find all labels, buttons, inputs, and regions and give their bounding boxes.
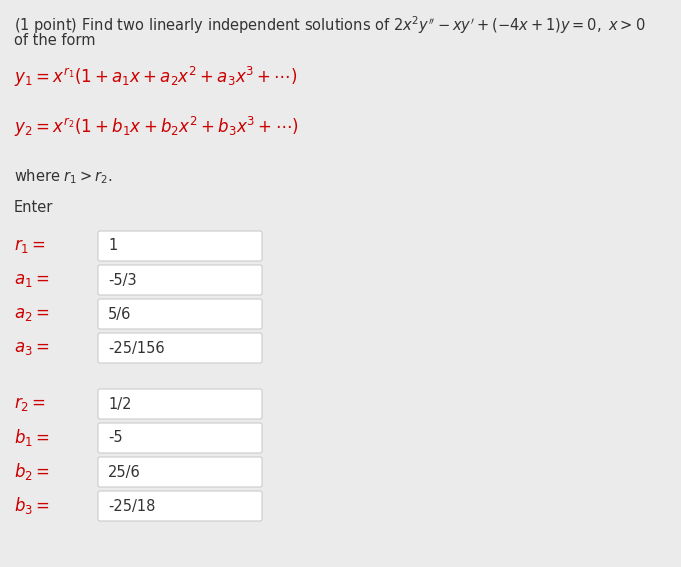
Text: $r_1 =$: $r_1 =$ <box>14 237 46 255</box>
FancyBboxPatch shape <box>98 231 262 261</box>
FancyBboxPatch shape <box>98 389 262 419</box>
Text: -25/156: -25/156 <box>108 341 165 356</box>
Text: 1/2: 1/2 <box>108 396 131 412</box>
Text: -5: -5 <box>108 430 123 446</box>
Text: -5/3: -5/3 <box>108 273 137 287</box>
Text: $b_1 =$: $b_1 =$ <box>14 428 50 448</box>
FancyBboxPatch shape <box>98 457 262 487</box>
Text: $r_2 =$: $r_2 =$ <box>14 395 46 413</box>
Text: where $r_1 > r_2$.: where $r_1 > r_2$. <box>14 167 113 186</box>
Text: of the form: of the form <box>14 33 95 48</box>
FancyBboxPatch shape <box>98 491 262 521</box>
FancyBboxPatch shape <box>98 265 262 295</box>
Text: 25/6: 25/6 <box>108 464 141 480</box>
Text: Enter: Enter <box>14 200 53 215</box>
Text: $b_2 =$: $b_2 =$ <box>14 462 50 483</box>
Text: $y_1 = x^{r_1}(1 + a_1 x + a_2 x^2 + a_3 x^3 + \cdots)$: $y_1 = x^{r_1}(1 + a_1 x + a_2 x^2 + a_3… <box>14 65 298 89</box>
FancyBboxPatch shape <box>98 333 262 363</box>
Text: $a_2 =$: $a_2 =$ <box>14 305 50 323</box>
FancyBboxPatch shape <box>98 423 262 453</box>
FancyBboxPatch shape <box>98 299 262 329</box>
Text: 1: 1 <box>108 239 117 253</box>
Text: $b_3 =$: $b_3 =$ <box>14 496 50 517</box>
Text: $a_3 =$: $a_3 =$ <box>14 339 50 357</box>
Text: 5/6: 5/6 <box>108 307 131 321</box>
Text: (1 point) Find two linearly independent solutions of $2x^2y'' - xy' + (-4x + 1)y: (1 point) Find two linearly independent … <box>14 14 646 36</box>
Text: $y_2 = x^{r_2}(1 + b_1 x + b_2 x^2 + b_3 x^3 + \cdots)$: $y_2 = x^{r_2}(1 + b_1 x + b_2 x^2 + b_3… <box>14 115 299 139</box>
Text: $a_1 =$: $a_1 =$ <box>14 271 50 289</box>
Text: -25/18: -25/18 <box>108 498 155 514</box>
